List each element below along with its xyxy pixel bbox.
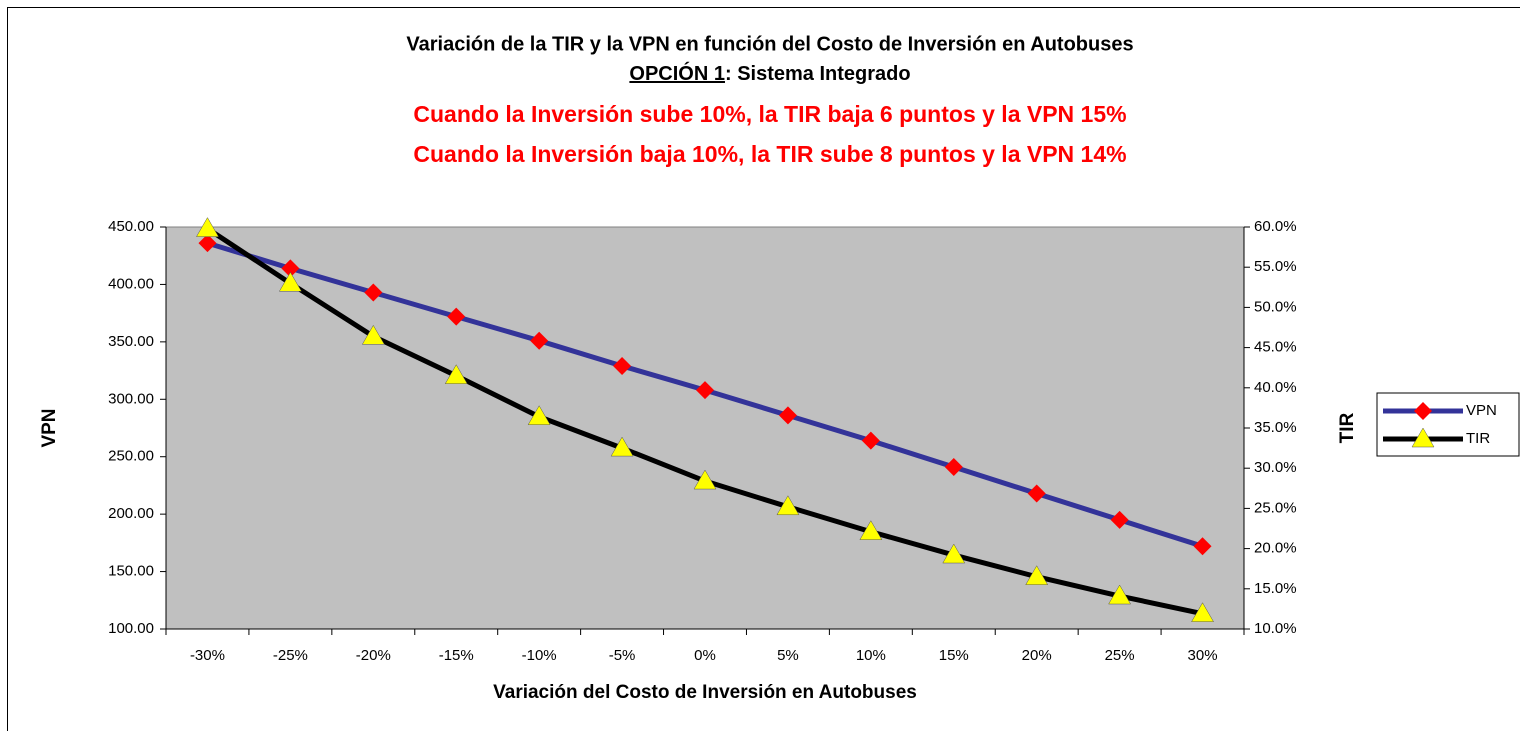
y-tick-label: 150.00 <box>108 563 154 580</box>
legend-label: TIR <box>1466 430 1490 447</box>
data-point <box>364 283 383 302</box>
x-tick-label: -5% <box>609 647 636 664</box>
y2-tick-label: 45.0% <box>1254 339 1297 356</box>
x-tick-label: -30% <box>190 647 225 664</box>
data-point <box>859 520 883 540</box>
y2-tick-label: 10.0% <box>1254 620 1297 637</box>
chart-subtitle: OPCIÓN 1: Sistema Integrado <box>629 61 910 85</box>
data-point <box>444 364 468 384</box>
data-point <box>610 436 634 457</box>
y2-tick-label: 25.0% <box>1254 499 1297 516</box>
data-point <box>1191 602 1214 622</box>
x-tick-label: 20% <box>1022 647 1052 664</box>
data-point <box>693 469 717 490</box>
y-tick-label: 250.00 <box>108 448 154 465</box>
y2-tick-label: 55.0% <box>1254 258 1297 275</box>
data-point <box>944 458 963 477</box>
data-point <box>1108 584 1132 605</box>
y-tick-label: 400.00 <box>108 275 154 292</box>
y2-tick-label: 30.0% <box>1254 459 1297 476</box>
legend-marker <box>1414 402 1432 420</box>
x-tick-label: 5% <box>777 647 799 664</box>
data-point <box>278 271 302 292</box>
x-tick-label: -20% <box>356 647 391 664</box>
chart-title: Variación de la TIR y la VPN en función … <box>406 33 1133 55</box>
data-point <box>196 217 219 237</box>
legend <box>1376 392 1520 457</box>
data-point <box>696 381 714 400</box>
data-point <box>530 331 549 350</box>
data-point <box>861 431 880 450</box>
legend-marker <box>1411 427 1435 448</box>
data-point <box>942 543 966 564</box>
y-axis-label: VPN <box>39 408 60 447</box>
data-point <box>776 495 800 516</box>
x-tick-label: -15% <box>439 647 474 664</box>
x-tick-label: 15% <box>939 647 969 664</box>
subtitle-part: : Sistema Integrado <box>725 63 911 85</box>
data-point <box>1193 537 1212 556</box>
data-point <box>198 234 217 253</box>
plot-area <box>165 226 1245 630</box>
data-point <box>1025 565 1049 585</box>
data-point <box>361 324 385 345</box>
data-point <box>527 405 551 425</box>
data-point <box>1027 484 1046 503</box>
subtitle-part: OPCIÓN 1 <box>629 61 725 85</box>
data-point <box>613 356 632 375</box>
data-point <box>1110 510 1129 529</box>
y2-tick-label: 60.0% <box>1254 218 1297 235</box>
x-tick-label: -10% <box>522 647 557 664</box>
x-tick-label: 30% <box>1188 647 1218 664</box>
x-axis-label: Variación del Costo de Inversión en Auto… <box>493 682 917 703</box>
y2-axis-label: TIR <box>1337 412 1358 443</box>
y2-tick-label: 15.0% <box>1254 580 1297 597</box>
y2-tick-label: 40.0% <box>1254 379 1297 396</box>
x-tick-label: -25% <box>273 647 308 664</box>
y-tick-label: 200.00 <box>108 505 154 522</box>
y-tick-label: 100.00 <box>108 620 154 637</box>
data-point <box>447 307 466 326</box>
y-tick-label: 350.00 <box>108 333 154 350</box>
x-tick-label: 0% <box>694 647 716 664</box>
data-point <box>281 259 300 278</box>
x-tick-label: 10% <box>856 647 886 664</box>
y2-tick-label: 20.0% <box>1254 540 1297 557</box>
y2-tick-label: 35.0% <box>1254 419 1297 436</box>
data-point <box>778 406 797 425</box>
annotation: Cuando la Inversión baja 10%, la TIR sub… <box>413 141 1126 167</box>
annotation: Cuando la Inversión sube 10%, la TIR baj… <box>413 101 1126 127</box>
legend-label: VPN <box>1466 402 1497 419</box>
y-tick-label: 300.00 <box>108 390 154 407</box>
x-tick-label: 25% <box>1105 647 1135 664</box>
y2-tick-label: 50.0% <box>1254 298 1297 315</box>
y-tick-label: 450.00 <box>108 218 154 235</box>
